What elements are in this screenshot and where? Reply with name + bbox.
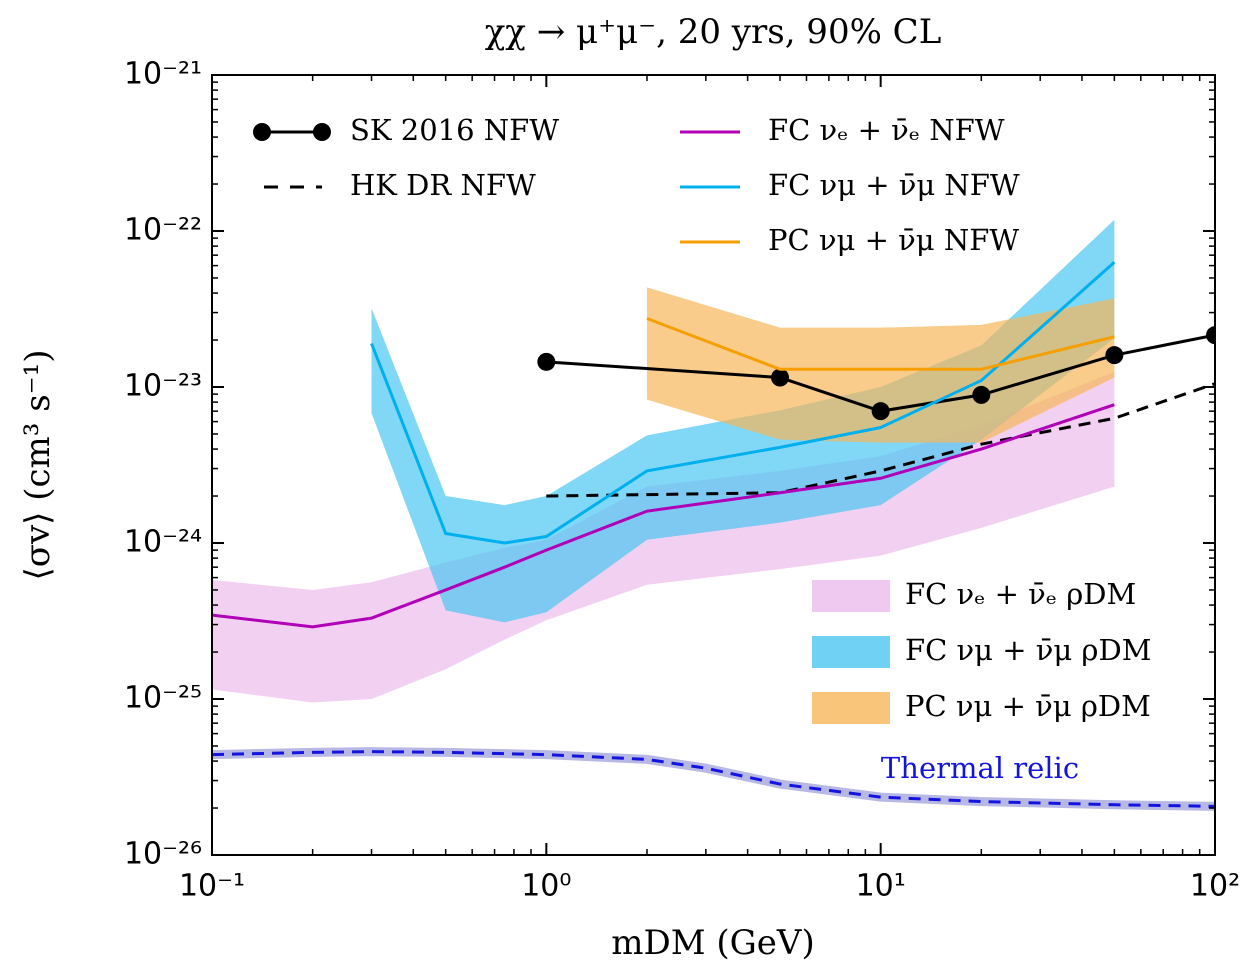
line xyxy=(646,317,1115,371)
y-tick-label: 10⁻²⁴ xyxy=(124,525,202,560)
line xyxy=(370,261,1116,545)
line xyxy=(212,750,1215,808)
legend-label: FC νμ + ν̄μ ρDM xyxy=(905,633,1151,667)
line xyxy=(212,403,1115,629)
marker xyxy=(871,402,890,421)
chart-title: χχ → μ⁺μ⁻, 20 yrs, 90% CL xyxy=(485,12,942,52)
legend-label: PC νμ + ν̄μ ρDM xyxy=(905,689,1151,723)
y-axis-label: ⟨σv⟩ (cm³ s⁻¹) xyxy=(18,349,58,580)
legend-label: HK DR NFW xyxy=(350,168,536,202)
legend-marker xyxy=(253,123,271,141)
band xyxy=(646,287,1115,443)
legend-label: PC νμ + ν̄μ NFW xyxy=(768,223,1019,257)
legend-label: SK 2016 NFW xyxy=(350,113,559,147)
marker xyxy=(771,368,790,387)
marker xyxy=(537,352,556,371)
legend-label: FC νₑ + ν̄ₑ NFW xyxy=(768,113,1005,147)
y-tick-label: 10⁻²¹ xyxy=(124,57,202,92)
x-tick-label: 10⁻¹ xyxy=(179,869,245,904)
plot-area xyxy=(212,219,1215,811)
plot-frame xyxy=(211,74,1216,856)
legend-label: FC νμ + ν̄μ NFW xyxy=(768,168,1020,202)
y-tick-label: 10⁻²² xyxy=(124,213,202,248)
legend-swatch xyxy=(812,636,890,668)
y-tick-label: 10⁻²³ xyxy=(124,369,202,404)
line xyxy=(546,382,1215,498)
y-tick-label: 10⁻²⁶ xyxy=(124,837,202,872)
x-axis-label: mDM (GeV) xyxy=(611,923,815,963)
marker xyxy=(1105,346,1124,365)
legend-label: FC νₑ + ν̄ₑ ρDM xyxy=(905,577,1136,611)
y-tick-label: 10⁻²⁵ xyxy=(124,681,202,716)
annotation: Thermal relic xyxy=(881,751,1079,785)
legend-swatch xyxy=(812,692,890,724)
x-tick-label: 10² xyxy=(1190,869,1240,904)
legend-marker xyxy=(313,123,331,141)
x-tick-label: 10¹ xyxy=(856,869,906,904)
legend-swatch xyxy=(812,580,890,612)
axes: 10⁻¹ 10⁰ 10¹ 10² 10⁻²⁶ 10⁻²⁵ 10⁻²⁴ 10⁻²³ 10⁻²² 10… xyxy=(124,57,1240,904)
marker xyxy=(972,385,991,404)
x-tick-label: 10⁰ xyxy=(521,869,571,904)
